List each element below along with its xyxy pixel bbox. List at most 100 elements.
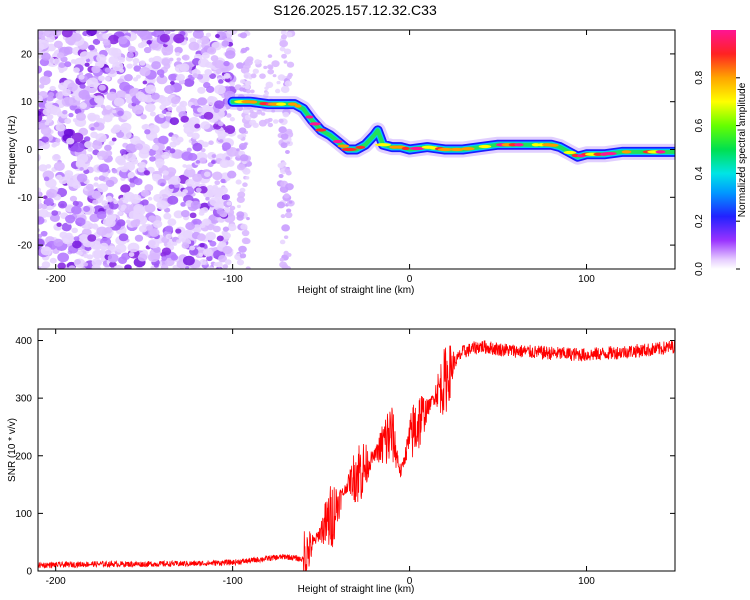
spectral-blob (44, 101, 53, 109)
ridge-hotspot (276, 102, 287, 106)
spectral-blob (192, 142, 203, 152)
spectral-blob (271, 60, 280, 68)
spectral-blob (38, 94, 43, 104)
spectral-blob (103, 270, 108, 274)
spectral-blob (278, 126, 287, 134)
ridge-hotspot (531, 143, 541, 147)
ridge-hotspot (315, 128, 327, 132)
spectral-blob (96, 33, 101, 38)
spectral-blob (91, 258, 102, 267)
ridge-hotspot (655, 150, 666, 154)
spectral-blob (281, 224, 290, 232)
spectral-blob (83, 262, 89, 267)
spectral-blob (75, 112, 86, 121)
spectral-blob (273, 119, 279, 124)
spectral-blob (223, 73, 231, 79)
spectral-blob (151, 61, 161, 70)
spectral-blob (192, 220, 198, 225)
spectral-blob (222, 194, 231, 201)
spectral-blob (209, 240, 217, 247)
spectral-blob (38, 187, 41, 193)
spectral-blob (90, 127, 95, 131)
spectral-blob (79, 51, 91, 60)
spectral-blob (176, 73, 185, 81)
spectral-blob (207, 96, 214, 102)
spectral-blob (40, 246, 52, 256)
spectral-blob (112, 265, 124, 269)
spectral-blob (135, 91, 146, 100)
ridge-hotspot (563, 150, 577, 155)
spectral-blob (199, 35, 210, 45)
spectral-blob (162, 170, 169, 176)
spectral-blob (167, 106, 173, 111)
spectral-blob (186, 147, 192, 153)
spectral-blob (64, 170, 74, 178)
spectral-blob (99, 242, 109, 251)
spectral-blob (137, 166, 145, 173)
spectral-blob (56, 222, 62, 227)
y-tick-label: -20 (18, 241, 33, 252)
spectral-blob (57, 262, 66, 269)
spectral-blob (197, 86, 206, 94)
spectral-blob (43, 176, 50, 182)
spectral-blob (239, 87, 245, 92)
spectral-blob (105, 105, 112, 110)
spectral-blob (68, 265, 76, 269)
spectral-blob (38, 164, 48, 172)
spectral-blob (267, 122, 274, 128)
spectral-blob (283, 193, 290, 199)
spectral-blob (172, 241, 178, 246)
spectral-blob (134, 218, 141, 224)
spectral-blob (280, 142, 288, 149)
spectral-blob (281, 53, 287, 59)
spectral-blob (51, 142, 58, 148)
spectral-blob (276, 80, 281, 85)
spectral-blob (278, 173, 284, 179)
spectral-blob (236, 163, 246, 171)
spectral-blob (129, 193, 142, 204)
spectral-blob (226, 201, 232, 206)
spectral-blob (84, 62, 90, 67)
y-tick-label: 100 (15, 509, 32, 520)
spectral-blob (164, 85, 175, 94)
spectrogram-x-axis-label: Height of straight line (km) (298, 285, 415, 296)
spectral-blob (96, 226, 108, 236)
spectral-blob (206, 255, 213, 262)
spectral-blob (146, 225, 154, 231)
spectral-blob (220, 178, 226, 184)
spectral-blob (119, 81, 131, 92)
spectral-blob (174, 46, 183, 54)
spectral-blob (147, 238, 160, 249)
spectral-blob (192, 30, 204, 39)
spectral-blob (146, 34, 153, 40)
spectral-blob (104, 67, 111, 73)
spectral-blob (137, 42, 145, 49)
spectral-blob (206, 232, 216, 241)
spectral-blob (55, 123, 66, 132)
spectral-blob (170, 254, 179, 261)
spectral-blob (159, 73, 165, 78)
spectral-blob (127, 46, 136, 53)
spectral-blob (198, 58, 210, 68)
spectral-blob (195, 160, 201, 164)
spectral-blob (236, 62, 244, 69)
spectral-blob (215, 33, 220, 39)
ridge-hotspot (437, 147, 453, 152)
spectral-blob (93, 250, 104, 259)
spectral-blob (159, 33, 170, 43)
spectral-blob (286, 208, 292, 213)
spectral-blob (118, 233, 129, 242)
spectral-blob (65, 214, 76, 224)
spectral-blob (254, 59, 261, 65)
spectral-scatter-layer (38, 30, 296, 274)
spectral-blob (148, 124, 160, 135)
spectral-blob (98, 163, 110, 173)
spectral-blob (185, 164, 193, 171)
spectral-blob (161, 109, 167, 114)
spectral-blob (111, 125, 121, 133)
spectral-blob (67, 82, 78, 92)
spectral-blob (128, 252, 135, 257)
spectral-blob (239, 154, 249, 162)
y-tick-label: 300 (15, 394, 32, 405)
spectral-blob (92, 199, 99, 205)
